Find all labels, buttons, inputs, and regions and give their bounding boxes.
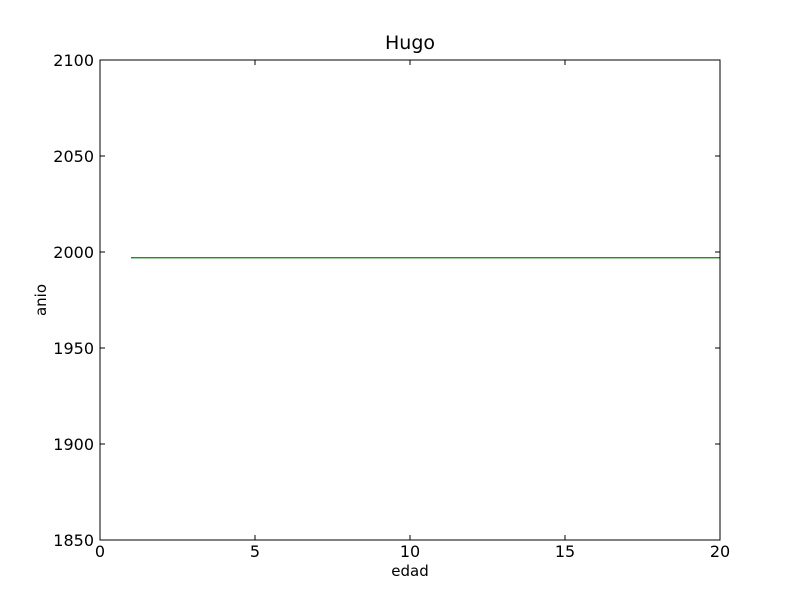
plot-frame xyxy=(99,59,721,541)
y-tick-label: 2000 xyxy=(53,243,94,262)
x-tick-label: 10 xyxy=(400,542,420,561)
x-tick-label: 5 xyxy=(250,542,260,561)
x-tick-label: 15 xyxy=(555,542,575,561)
y-tick-label: 2050 xyxy=(53,147,94,166)
x-tick-label: 20 xyxy=(710,542,730,561)
y-axis-ticks: 1850 1900 1950 2000 2050 2100 xyxy=(53,51,720,550)
x-axis-label: edad xyxy=(391,562,428,580)
y-tick-label: 1950 xyxy=(53,339,94,358)
y-axis-label: anio xyxy=(32,284,50,316)
x-tick-label: 0 xyxy=(95,542,105,561)
y-tick-label: 1850 xyxy=(53,531,94,550)
y-tick-label: 2100 xyxy=(53,51,94,70)
y-tick-label: 1900 xyxy=(53,435,94,454)
plot-area xyxy=(100,60,720,540)
chart-title: Hugo xyxy=(385,32,435,54)
